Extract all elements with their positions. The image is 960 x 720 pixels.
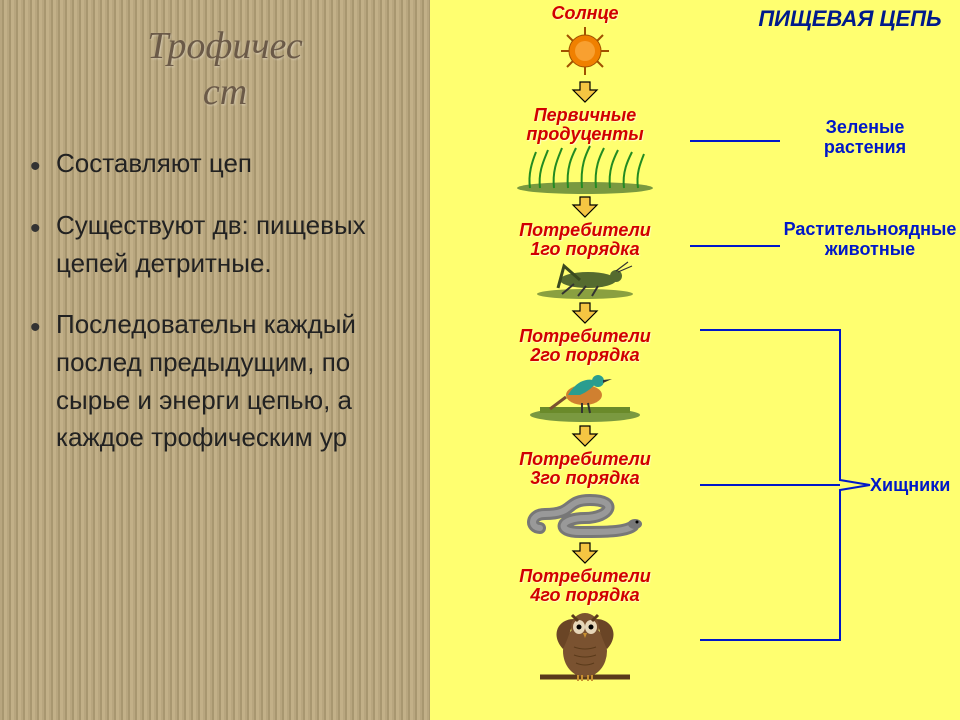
bullet-list: Составляют цеп Существуют дв: пищевых це… <box>30 145 420 457</box>
bullet-item: Составляют цеп <box>30 145 420 183</box>
bullet-item: Существуют дв: пищевых цепей детритные. <box>30 207 420 282</box>
predator-bracket <box>430 0 960 720</box>
slide-title: Трофичес ст <box>30 24 420 115</box>
slide-left-column: Трофичес ст Составляют цеп Существуют дв… <box>0 0 430 720</box>
bullet-item: Последовательн каждый послед предыдущим,… <box>30 306 420 457</box>
right-label-predators: Хищники <box>870 476 960 496</box>
food-chain-panel: ПИЩЕВАЯ ЦЕПЬ Солнце <box>430 0 960 720</box>
